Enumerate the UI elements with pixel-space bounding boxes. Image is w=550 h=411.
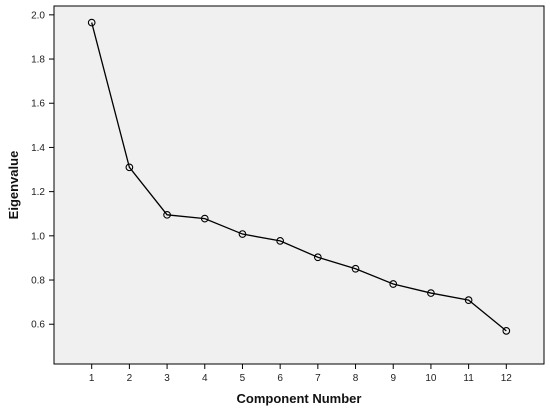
x-axis: 1 2 3 4 5 6 7 8 9 10 11 12 (89, 364, 512, 384)
x-tick-label: 11 (463, 373, 474, 384)
data-point (200, 214, 209, 223)
data-point (163, 210, 171, 219)
x-tick-label: 12 (501, 373, 513, 384)
y-tick-label: 1.0 (31, 231, 45, 242)
y-tick-label: 0.6 (31, 320, 45, 331)
data-point (238, 230, 247, 238)
y-tick-label: 1.2 (31, 187, 45, 198)
y-tick-label: 1.4 (31, 143, 45, 154)
data-point (427, 289, 435, 297)
data-point (87, 18, 96, 27)
data-point (464, 296, 473, 304)
data-point (502, 327, 511, 335)
y-tick-label: 0.8 (31, 276, 45, 287)
x-tick-label: 8 (353, 373, 359, 384)
plot-area (53, 5, 545, 365)
y-axis-title: Eigenvalue (6, 151, 21, 220)
x-tick-label: 6 (277, 373, 283, 384)
y-tick-label: 1.8 (31, 55, 45, 66)
x-tick-label: 10 (425, 373, 437, 384)
y-tick-label: 1.6 (31, 99, 45, 110)
series-eigenvalues (87, 18, 511, 335)
y-axis: 0.6 0.8 1.0 1.2 1.4 1.6 1.8 2.0 (31, 10, 54, 331)
data-point (313, 253, 322, 262)
x-tick-label: 7 (315, 373, 321, 384)
x-tick-label: 1 (89, 373, 95, 384)
x-tick-label: 3 (164, 373, 170, 384)
y-tick-label: 2.0 (31, 10, 45, 21)
x-tick-label: 5 (240, 373, 246, 384)
data-point (125, 163, 134, 172)
data-point (351, 264, 360, 273)
x-tick-label: 9 (390, 373, 396, 384)
x-tick-label: 2 (127, 373, 133, 384)
series-line (91, 22, 507, 332)
data-point (276, 237, 285, 245)
data-point (389, 280, 398, 288)
x-axis-title: Component Number (237, 391, 362, 406)
x-tick-label: 4 (202, 373, 208, 384)
